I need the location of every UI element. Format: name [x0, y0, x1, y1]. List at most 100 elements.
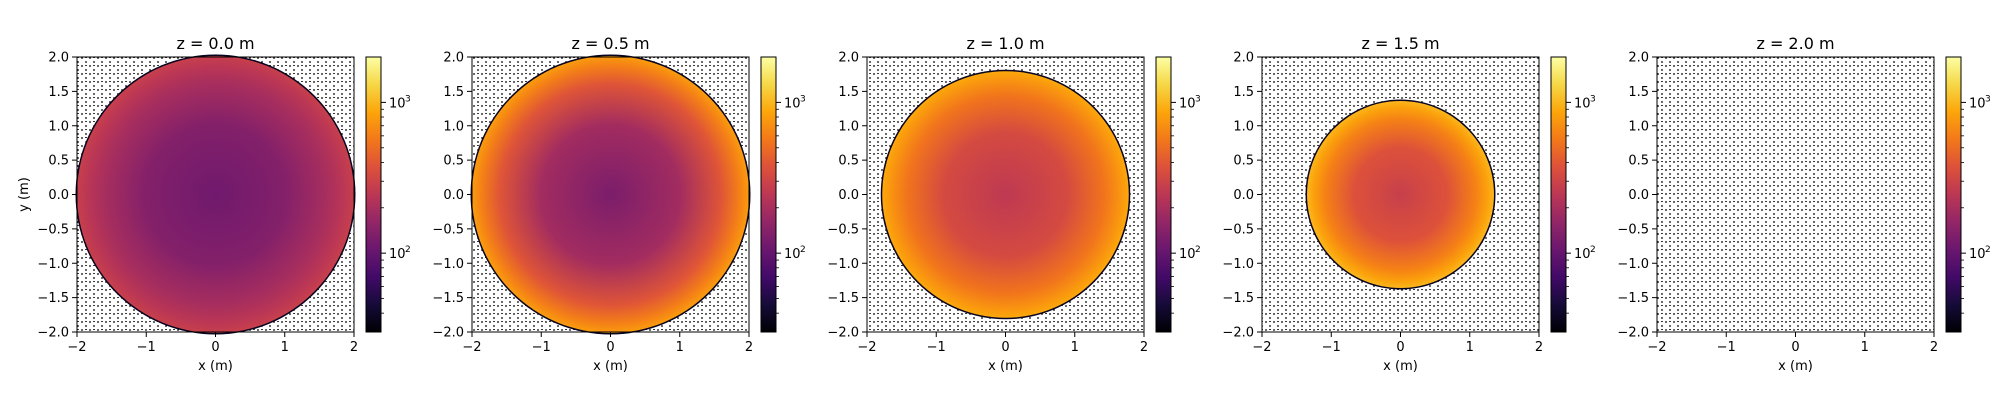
- y-tick-label: 1.0: [48, 119, 69, 134]
- intensity-disk: [77, 56, 354, 333]
- y-tick-label: −1.0: [1617, 257, 1649, 272]
- y-tick-label: −1.5: [432, 291, 464, 306]
- y-tick-label: −1.5: [1617, 291, 1649, 306]
- x-axis-label: x (m): [988, 359, 1023, 374]
- colorbar-tick-label: 10: [1179, 96, 1196, 111]
- panel-1: z = 0.0 m −2 −1 0 1 2 2.0 1.5 1.0 0.5 0.0 −0.5 −1.0 −…: [17, 34, 411, 374]
- colorbar-tick-label: 10: [1574, 247, 1591, 262]
- panel-3: z = 1.0 m −2 −1 0 1 2 2.0 1.5 1.0 0.5 0.0 −0.5 −1.0 −…: [827, 34, 1200, 374]
- colorbar-tick-exponent: 3: [800, 94, 806, 104]
- x-tick-label: −2: [1252, 340, 1271, 355]
- y-tick-label: 2.0: [1233, 51, 1254, 66]
- x-tick-label: −1: [927, 340, 946, 355]
- y-tick-label: −1.0: [37, 257, 69, 272]
- no-data-hatch: [1657, 57, 1934, 332]
- panel-title: z = 0.0 m: [176, 34, 254, 53]
- colorbar-tick-label: 10: [784, 96, 801, 111]
- x-axis-label: x (m): [198, 359, 233, 374]
- x-tick-label: 1: [676, 340, 684, 355]
- x-tick-label: 2: [745, 340, 753, 355]
- colorbar: [1550, 56, 1567, 333]
- y-tick-label: −0.5: [37, 222, 69, 237]
- colorbar-tick-exponent: 2: [1985, 245, 1991, 255]
- x-tick-label: −2: [67, 340, 86, 355]
- colorbar-tick-exponent: 3: [1590, 94, 1596, 104]
- colorbar: [760, 56, 777, 333]
- colorbar-tick-exponent: 2: [1590, 245, 1596, 255]
- y-tick-label: 0.0: [443, 188, 464, 203]
- panel-title: z = 1.0 m: [966, 34, 1044, 53]
- y-tick-label: −1.5: [1222, 291, 1254, 306]
- y-tick-label: 1.0: [1233, 119, 1254, 134]
- colorbar-tick-label: 10: [784, 247, 801, 262]
- y-tick-label: −2.0: [1617, 326, 1649, 341]
- y-tick-label: −1.0: [827, 257, 859, 272]
- y-tick-label: 1.0: [1628, 119, 1649, 134]
- y-tick-label: −1.5: [827, 291, 859, 306]
- x-tick-label: 0: [606, 340, 614, 355]
- panels: z = 0.0 m −2 −1 0 1 2 2.0 1.5 1.0 0.5 0.0 −0.5 −1.0 −…: [17, 34, 1991, 374]
- x-axis-label: x (m): [1778, 359, 1813, 374]
- x-tick-label: 2: [350, 340, 358, 355]
- colorbar-tick-label: 10: [389, 96, 406, 111]
- y-tick-label: 1.5: [1233, 85, 1254, 100]
- x-tick-label: 1: [1861, 340, 1869, 355]
- colorbar-tick-exponent: 3: [1195, 94, 1201, 104]
- x-tick-label: −2: [462, 340, 481, 355]
- x-tick-label: 1: [281, 340, 289, 355]
- colorbar: [1945, 56, 1962, 333]
- colorbar-tick-exponent: 3: [1985, 94, 1991, 104]
- panel-2: z = 0.5 m −2 −1 0 1 2 2.0 1.5 1.0 0.5 0.0 −0.5 −1.0 −…: [432, 34, 805, 374]
- x-axis-label: x (m): [1383, 359, 1418, 374]
- y-tick-label: −1.0: [432, 257, 464, 272]
- y-tick-label: −0.5: [1617, 222, 1649, 237]
- y-tick-label: 0.0: [1233, 188, 1254, 203]
- x-tick-label: 1: [1071, 340, 1079, 355]
- y-axis-label: y (m): [17, 177, 32, 212]
- y-tick-label: −0.5: [1222, 222, 1254, 237]
- y-tick-label: −1.5: [37, 291, 69, 306]
- panel-5: z = 2.0 m −2 −1 0 1 2 2.0 1.5 1.0 0.5 0.0 −0.5 −1.0 −…: [1617, 34, 1990, 374]
- intensity-disk: [1307, 101, 1494, 288]
- y-tick-label: 1.5: [443, 85, 464, 100]
- panel-title: z = 1.5 m: [1361, 34, 1439, 53]
- x-tick-label: 2: [1535, 340, 1543, 355]
- y-tick-label: 0.5: [1233, 154, 1254, 169]
- y-tick-label: −2.0: [432, 326, 464, 341]
- colorbar-tick-label: 10: [1969, 247, 1986, 262]
- y-tick-label: 2.0: [48, 51, 69, 66]
- y-tick-label: 0.0: [48, 188, 69, 203]
- x-tick-label: 1: [1466, 340, 1474, 355]
- colorbar: [1155, 56, 1172, 333]
- x-tick-label: −1: [532, 340, 551, 355]
- colorbar-tick-label: 10: [1574, 96, 1591, 111]
- y-tick-label: 0.5: [838, 154, 859, 169]
- y-tick-label: −2.0: [1222, 326, 1254, 341]
- colorbar: [365, 56, 382, 333]
- x-tick-label: −2: [1647, 340, 1666, 355]
- x-tick-label: 0: [1001, 340, 1009, 355]
- y-tick-label: 0.5: [443, 154, 464, 169]
- y-tick-label: 2.0: [443, 51, 464, 66]
- y-tick-label: 1.5: [48, 85, 69, 100]
- x-tick-label: −1: [137, 340, 156, 355]
- colorbar-tick-label: 10: [1969, 96, 1986, 111]
- y-tick-label: 0.5: [48, 154, 69, 169]
- y-tick-label: 2.0: [1628, 51, 1649, 66]
- x-tick-label: 2: [1930, 340, 1938, 355]
- x-tick-label: −1: [1322, 340, 1341, 355]
- y-tick-label: −2.0: [37, 326, 69, 341]
- panel-4: z = 1.5 m −2 −1 0 1 2 2.0 1.5 1.0 0.5 0.0 −0.5 −1.0 −…: [1222, 34, 1595, 374]
- intensity-disk: [882, 71, 1129, 318]
- colorbar-tick-label: 10: [389, 247, 406, 262]
- y-tick-label: 1.5: [1628, 85, 1649, 100]
- y-tick-label: −1.0: [1222, 257, 1254, 272]
- colorbar-tick-exponent: 2: [405, 245, 411, 255]
- colorbar-tick-label: 10: [1179, 247, 1196, 262]
- y-tick-label: 0.0: [838, 188, 859, 203]
- x-tick-label: −1: [1717, 340, 1736, 355]
- x-axis-label: x (m): [593, 359, 628, 374]
- y-tick-label: 1.0: [443, 119, 464, 134]
- intensity-disk: [472, 56, 749, 333]
- y-tick-label: −0.5: [432, 222, 464, 237]
